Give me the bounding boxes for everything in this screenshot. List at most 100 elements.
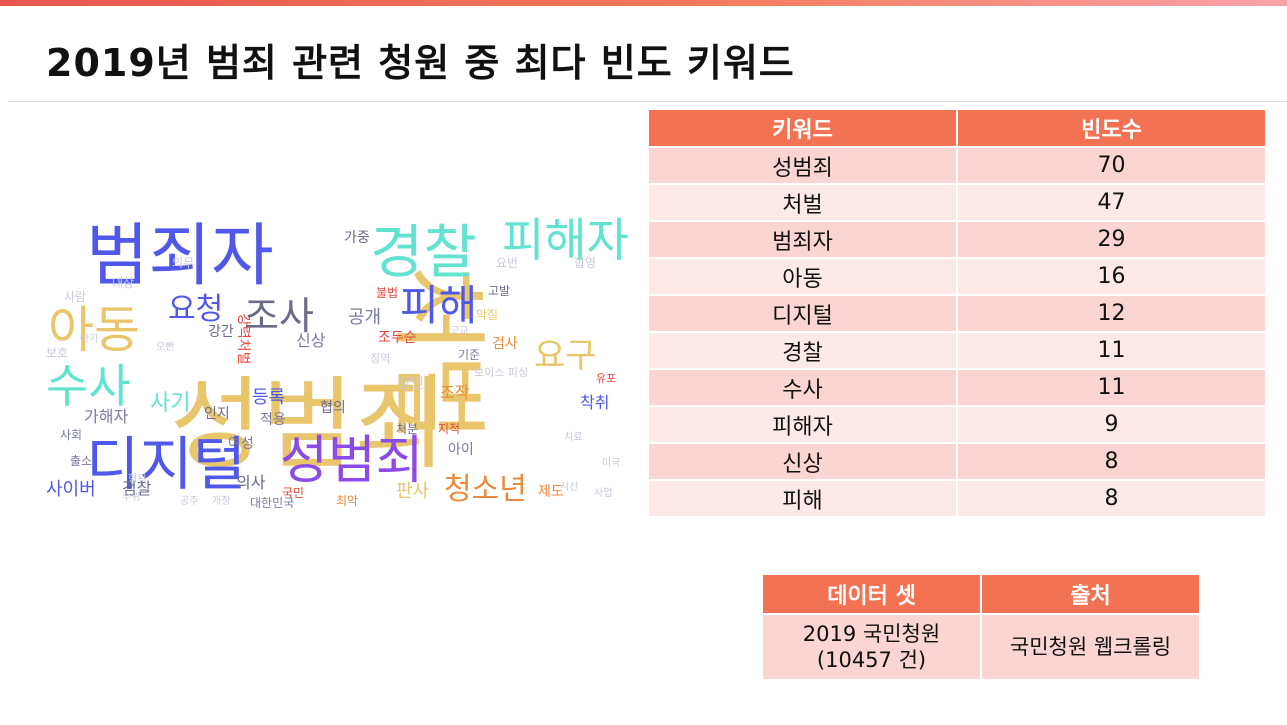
- cloud-word: 검사: [492, 336, 518, 352]
- cloud-word: 청소년: [444, 472, 527, 507]
- cloud-word: 사기: [150, 391, 191, 416]
- table-row: 처벌 47: [647, 184, 1267, 222]
- keyword-cell: 신상: [647, 443, 958, 481]
- cloud-word: 살인: [398, 376, 424, 392]
- cloud-word: 기준: [458, 348, 481, 362]
- dataset-count: (10457 건): [816, 648, 927, 672]
- keyword-frequency-table: 키워드 빈도수 성범죄 70 처벌 47 범죄자 29 아동 16 디지털 12…: [647, 108, 1267, 518]
- cloud-word: 최악: [336, 494, 359, 508]
- cloud-word: 공개: [348, 307, 382, 328]
- cloud-word: 성범죄: [280, 431, 424, 491]
- cloud-word: 요번: [496, 256, 519, 270]
- cloud-word: 미국: [602, 458, 621, 469]
- cloud-word: 검찰: [122, 479, 152, 498]
- count-cell: 11: [956, 332, 1267, 370]
- cloud-word: 가해자: [84, 407, 129, 426]
- count-cell: 47: [956, 184, 1267, 222]
- keyword-cell: 디지털: [647, 295, 958, 333]
- cloud-word: 강력처벌: [235, 313, 251, 365]
- cloud-word: 적용: [260, 412, 286, 428]
- source-cell: 국민청원 웹크롤링: [980, 613, 1201, 681]
- cloud-word: 신상: [296, 331, 326, 350]
- cloud-word: 대상: [112, 276, 135, 290]
- keyword-cell: 피해자: [647, 406, 958, 444]
- top-accent-bar: [0, 0, 1287, 6]
- cloud-word: 형위: [128, 474, 147, 485]
- dataset-source-table: 데이터 셋 출처 2019 국민청원 (10457 건) 국민청원 웹크롤링: [761, 573, 1201, 681]
- header-dataset: 데이터 셋: [761, 573, 982, 615]
- table-row: 신상 8: [647, 443, 1267, 481]
- table-row: 수사 11: [647, 369, 1267, 407]
- cloud-word: 아동: [48, 301, 140, 359]
- cloud-word: 지적: [438, 422, 461, 436]
- cloud-word: 수사: [46, 359, 131, 413]
- cloud-word: 사이버: [46, 479, 96, 500]
- cloud-word: 아기: [80, 334, 99, 345]
- cloud-word: 강간: [208, 324, 234, 340]
- cloud-word: 경찰: [370, 218, 477, 286]
- table-row: 경찰 11: [647, 332, 1267, 370]
- cloud-word: 피해: [400, 281, 478, 330]
- cloud-word: 의사: [236, 473, 266, 492]
- header-keyword: 키워드: [647, 108, 958, 148]
- cloud-word: 유포: [596, 372, 617, 385]
- cloud-word: 불법: [376, 286, 399, 300]
- cloud-word: 고발: [488, 284, 511, 298]
- cloud-word: 가중: [344, 230, 370, 246]
- cloud-word: 수위: [122, 492, 141, 503]
- count-cell: 12: [956, 295, 1267, 333]
- cloud-word: 국민: [282, 486, 305, 500]
- word-cloud: 성범죄 범죄자 처벌 경찰 피해자 아동 디지털 성범죄 수사 피해 조사 청소년 요청 신상 공개 사기 등록…: [40, 213, 628, 513]
- count-cell: 16: [956, 258, 1267, 296]
- cloud-word: 조사: [244, 294, 314, 338]
- cloud-word: 합영: [574, 256, 597, 270]
- table-row: 2019 국민청원 (10457 건) 국민청원 웹크롤링: [761, 613, 1201, 681]
- cloud-word: 대한민국: [250, 496, 295, 510]
- table-header-row: 키워드 빈도수: [647, 108, 1267, 148]
- count-cell: 9: [956, 406, 1267, 444]
- table-row: 피해자 9: [647, 406, 1267, 444]
- cloud-word: 개정: [212, 496, 231, 507]
- cloud-word: 사업: [594, 488, 613, 499]
- cloud-word: 요청: [168, 292, 224, 327]
- cloud-word: 보호: [46, 346, 69, 360]
- table-row: 아동 16: [647, 258, 1267, 296]
- count-cell: 8: [956, 480, 1267, 518]
- count-cell: 8: [956, 443, 1267, 481]
- cloud-word: 출소: [70, 454, 93, 468]
- keyword-cell: 경찰: [647, 332, 958, 370]
- keyword-cell: 처벌: [647, 184, 958, 222]
- keyword-cell: 피해: [647, 480, 958, 518]
- keyword-cell: 범죄자: [647, 221, 958, 259]
- cloud-word: 판사: [396, 481, 430, 502]
- page-title: 2019년 범죄 관련 청원 중 최다 빈도 키워드: [46, 41, 795, 85]
- cloud-word: 고교: [450, 326, 469, 337]
- cloud-word: 인지: [204, 406, 230, 422]
- table-header-row: 데이터 셋 출처: [761, 573, 1201, 615]
- cloud-word: 시선: [560, 482, 579, 493]
- cloud-word: 공주: [180, 496, 199, 507]
- cloud-word: 오빤: [156, 342, 175, 353]
- table-row: 디지털 12: [647, 295, 1267, 333]
- keyword-cell: 수사: [647, 369, 958, 407]
- cloud-word: 범죄자: [86, 217, 274, 296]
- cloud-word: 처분: [396, 422, 419, 436]
- cloud-word: 조작: [440, 383, 470, 402]
- cloud-word: 협의: [320, 400, 346, 416]
- count-cell: 29: [956, 221, 1267, 259]
- count-cell: 70: [956, 147, 1267, 185]
- keyword-cell: 아동: [647, 258, 958, 296]
- title-divider: [8, 101, 1287, 102]
- cloud-word: 착취: [580, 393, 610, 412]
- cloud-word: 제도: [538, 484, 564, 500]
- dataset-cell: 2019 국민청원 (10457 건): [761, 613, 982, 681]
- cloud-word: 성범죄: [170, 366, 446, 483]
- cloud-word: 여성: [228, 436, 254, 452]
- cloud-word: 조두순: [378, 330, 417, 346]
- header-source: 출처: [980, 573, 1201, 615]
- cloud-word: 의무: [172, 256, 195, 270]
- count-cell: 11: [956, 369, 1267, 407]
- cloud-word: 등록: [252, 387, 286, 408]
- cloud-word: 치료: [564, 432, 583, 443]
- cloud-word: 악질: [476, 308, 499, 322]
